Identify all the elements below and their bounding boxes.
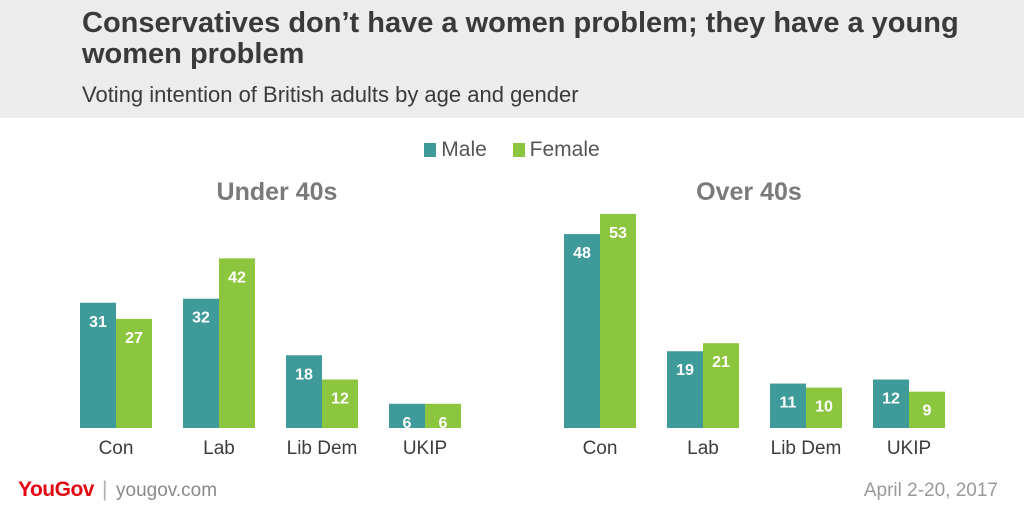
category-label: Lab (203, 438, 235, 459)
bar-male (873, 379, 909, 428)
bar-female (703, 343, 739, 428)
data-label: 21 (712, 354, 730, 371)
legend-label-male: Male (441, 138, 487, 161)
bar-female (909, 391, 945, 428)
bar-female (600, 213, 636, 428)
legend-swatch-female (512, 143, 525, 157)
yougov-logo: YouGov (18, 478, 94, 501)
chart-legend: Male Female (0, 138, 1024, 162)
footer-date: April 2-20, 2017 (863, 480, 998, 501)
bar-male (286, 355, 322, 428)
category-label: Con (583, 438, 618, 459)
data-label: 27 (125, 330, 143, 347)
page-title: Conservatives don’t have a women problem… (82, 7, 959, 70)
category-label: Con (99, 438, 134, 459)
page-subtitle: Voting intention of British adults by ag… (82, 82, 579, 107)
bar-male (389, 403, 425, 428)
category-label: Lab (687, 438, 719, 459)
bar-female (116, 318, 152, 428)
legend-swatch-male (424, 143, 437, 157)
bar-female (806, 387, 842, 428)
panel-title: Over 40s (696, 178, 802, 206)
legend-item-female: Female (512, 138, 600, 162)
bar-male (770, 383, 806, 428)
data-label: 32 (192, 310, 210, 327)
data-label: 12 (882, 391, 900, 408)
category-label: UKIP (403, 438, 447, 459)
data-label: 42 (228, 269, 246, 286)
bar-female (322, 379, 358, 428)
legend-label-female: Female (529, 138, 600, 161)
bar-male (80, 302, 116, 428)
panel-title: Under 40s (217, 178, 338, 206)
category-label: Lib Dem (771, 438, 842, 459)
data-label: 6 (403, 415, 412, 432)
footer-url[interactable]: yougov.com (116, 480, 218, 501)
data-label: 12 (331, 391, 349, 408)
bar-male (564, 234, 600, 428)
legend-item-male: Male (424, 138, 487, 162)
bar-male (183, 298, 219, 428)
data-label: 11 (780, 395, 797, 412)
data-label: 18 (295, 366, 313, 383)
data-label: 6 (439, 415, 448, 432)
category-label: UKIP (887, 438, 931, 459)
data-label: 10 (815, 399, 833, 416)
data-label: 48 (573, 245, 591, 262)
bar-male (667, 351, 703, 428)
category-label: Lib Dem (287, 438, 358, 459)
footer-separator: | (102, 478, 108, 501)
data-label: 9 (923, 403, 932, 420)
data-label: 31 (89, 314, 107, 331)
data-label: 19 (676, 362, 694, 379)
data-label: 53 (609, 225, 627, 242)
bar-female (425, 403, 461, 428)
bar-female (219, 258, 255, 428)
header-band: Conservatives don’t have a women problem… (0, 0, 1024, 118)
